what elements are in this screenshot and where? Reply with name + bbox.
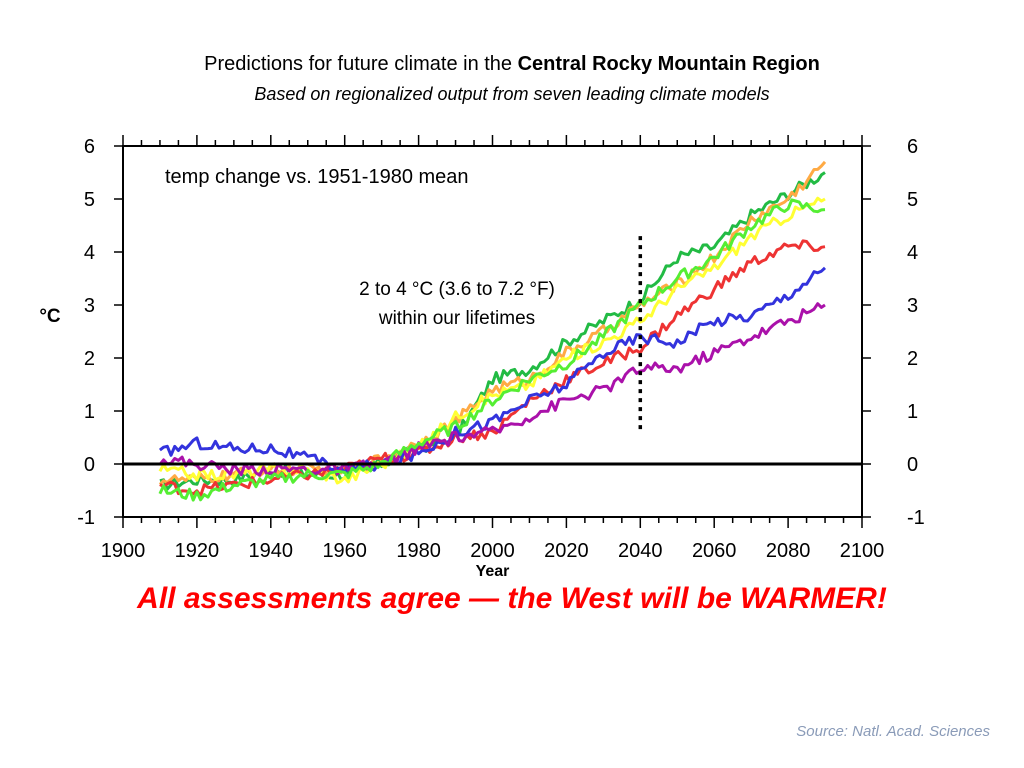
x-tick-label: 1960 xyxy=(322,540,367,562)
x-tick-label: 2080 xyxy=(766,540,811,562)
y-tick-label-right: 1 xyxy=(907,401,918,423)
plot-frame xyxy=(122,145,863,518)
x-tick-label: 2020 xyxy=(544,540,589,562)
y-tick-label-right: 3 xyxy=(907,295,918,317)
series-line-6 xyxy=(158,302,826,477)
x-tick-label: 2040 xyxy=(618,540,663,562)
x-axis-label: Year xyxy=(476,563,510,580)
y-axis-label: °C xyxy=(39,306,61,327)
chart-title: Predictions for future climate in the Ce… xyxy=(0,52,1024,76)
temperature-chart: -1 0 1 2 3 4 5 6 -1 0 1 2 3 4 5 6 1900 1920 1940 1960 1980… xyxy=(39,135,925,580)
y-tick-labels-right: -1 0 1 2 3 4 5 6 xyxy=(907,136,925,529)
x-tick-label: 1920 xyxy=(175,540,220,562)
y-tick-label-right: 4 xyxy=(907,242,918,264)
title-prefix: Predictions for future climate in the xyxy=(204,53,518,75)
x-tick-label: 2000 xyxy=(470,540,515,562)
x-tick-label: 1900 xyxy=(101,540,146,562)
series-line-7 xyxy=(158,198,826,502)
source-credit: Source: Natl. Acad. Sciences xyxy=(796,723,990,740)
chart-subtitle: Based on regionalized output from seven … xyxy=(254,84,770,104)
y-tick-label-right: 5 xyxy=(907,189,918,211)
y-tick-labels-left: -1 0 1 2 3 4 5 6 xyxy=(77,136,95,529)
series-line-5 xyxy=(158,266,827,475)
range-annotation-line2: within our lifetimes xyxy=(378,308,535,329)
title-region: Central Rocky Mountain Region xyxy=(517,53,820,75)
series-line-1 xyxy=(159,171,826,491)
y-tick-label-left: 5 xyxy=(84,189,95,211)
range-annotation-line1: 2 to 4 °C (3.6 to 7.2 °F) xyxy=(359,279,555,300)
y-tick-label-left: -1 xyxy=(77,507,95,529)
x-tick-label: 1980 xyxy=(396,540,441,562)
baseline-annotation: temp change vs. 1951-1980 mean xyxy=(165,166,469,188)
y-tick-label-right: 6 xyxy=(907,136,918,158)
x-tick-label: 1940 xyxy=(249,540,294,562)
series-line-2 xyxy=(158,160,827,486)
x-tick-label: 2100 xyxy=(840,540,885,562)
x-tick-label: 2060 xyxy=(692,540,737,562)
y-tick-label-right: 2 xyxy=(907,348,918,370)
y-tick-label-left: 2 xyxy=(84,348,95,370)
y-tick-label-left: 1 xyxy=(84,401,95,423)
y-tick-label-right: -1 xyxy=(907,507,925,529)
x-tick-labels: 1900 1920 1940 1960 1980 2000 2020 2040 2060 2080… xyxy=(101,540,885,562)
y-tick-label-right: 0 xyxy=(907,454,918,476)
series-lines xyxy=(158,160,827,502)
y-tick-label-left: 4 xyxy=(84,242,95,264)
y-tick-label-left: 3 xyxy=(84,295,95,317)
y-tick-label-left: 6 xyxy=(84,136,95,158)
series-line-3 xyxy=(158,196,826,485)
series-line-4 xyxy=(159,239,826,498)
y-tick-label-left: 0 xyxy=(84,454,95,476)
headline: All assessments agree — the West will be… xyxy=(137,582,887,615)
